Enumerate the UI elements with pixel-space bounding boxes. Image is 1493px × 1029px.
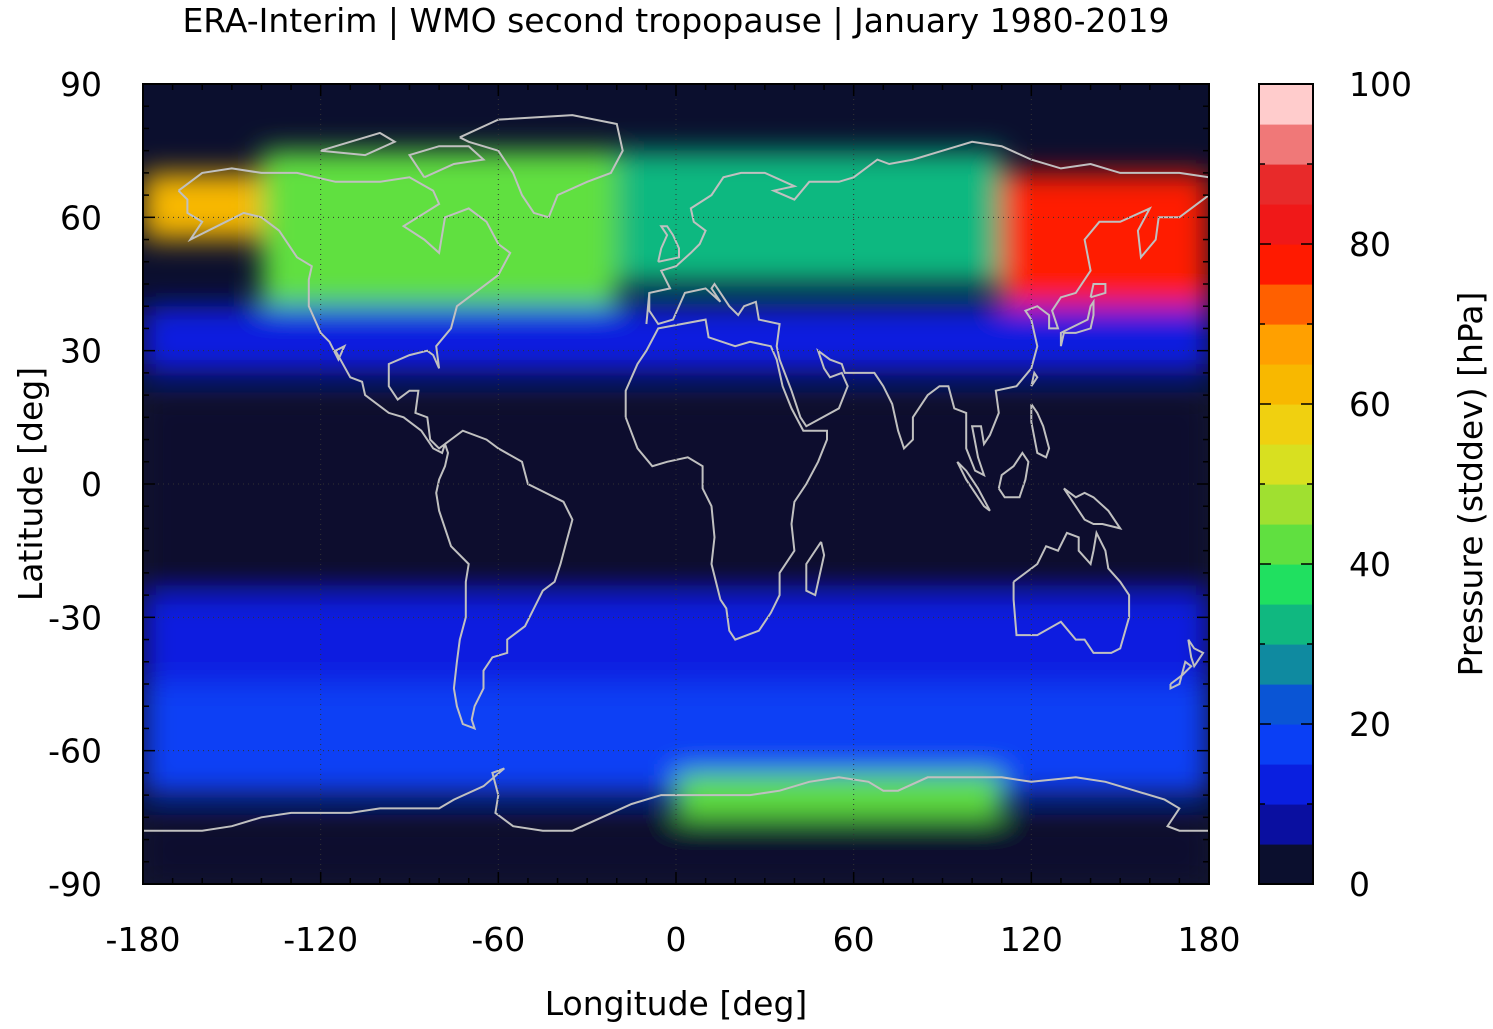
x-tick-label: 60: [833, 920, 875, 959]
plot-area: [143, 84, 1209, 884]
colorbar-swatch: [1259, 564, 1313, 605]
colorbar-tick-label: 0: [1349, 865, 1370, 904]
colorbar-tick-label: 20: [1349, 705, 1391, 744]
colorbar-swatch: [1259, 524, 1313, 565]
coastline-7: [459, 114, 624, 219]
x-tick-label: -180: [106, 920, 181, 959]
coastline-18: [320, 131, 397, 157]
y-tick-label: 90: [60, 65, 102, 104]
colorbar-tick-label: 100: [1349, 65, 1412, 104]
axes: -180 -120 -60 0 60 120 180 90 60 30 0 -30 -60 -90: [48, 65, 1240, 959]
coastline-8: [657, 225, 680, 263]
colorbar-tick-label: 80: [1349, 225, 1391, 264]
y-tick-label: 0: [81, 465, 102, 504]
field-region-5: [143, 395, 1209, 596]
colorbar-swatch: [1259, 244, 1313, 285]
x-tick-label: 180: [1178, 920, 1241, 959]
chart-title: ERA-Interim | WMO second tropopause | Ja…: [182, 1, 1169, 40]
colorbar-swatch: [1259, 124, 1313, 165]
y-tick-label: 30: [60, 332, 102, 371]
x-tick-label: 120: [1000, 920, 1063, 959]
field-region-2: [261, 150, 617, 307]
y-tick-label: -30: [48, 598, 102, 637]
colorbar-tick-label: 60: [1349, 385, 1391, 424]
coastline-0: [177, 167, 512, 455]
coastline-2: [624, 318, 828, 641]
y-tick-label: -60: [48, 732, 102, 771]
colorbar-swatch: [1259, 284, 1313, 325]
coastline-20: [1030, 403, 1051, 459]
colorbar-swatch: [1259, 324, 1313, 365]
coastline-4: [648, 194, 1209, 478]
colorbar-swatch: [1259, 644, 1313, 685]
y-tick-label: -90: [48, 865, 102, 904]
colorbar-label: Pressure (stddev) [hPa]: [1451, 292, 1490, 677]
colorbar-swatch: [1259, 164, 1313, 205]
coastline-19: [1030, 370, 1039, 387]
colorbar-swatch: [1259, 444, 1313, 485]
x-axis-label: Longitude [deg]: [545, 984, 808, 1023]
colorbar-swatch: [1259, 804, 1313, 845]
coastline-6: [143, 767, 1209, 832]
colorbar-swatch: [1259, 604, 1313, 645]
coastline-13: [1063, 487, 1123, 530]
coastline-3: [645, 140, 1209, 325]
x-tick-label: -60: [471, 920, 525, 959]
colorbar-swatch: [1259, 724, 1313, 765]
coastline-12: [997, 451, 1030, 499]
coastline-11: [956, 461, 991, 512]
colorbar-swatch: [1259, 684, 1313, 725]
coastline-14: [1169, 660, 1193, 691]
coastline-15: [1187, 639, 1205, 669]
coastline-10: [1089, 283, 1107, 299]
colorbar-swatch: [1259, 484, 1313, 525]
coastline-17: [407, 145, 486, 179]
field-region-1: [143, 172, 262, 240]
x-tick-label: -120: [283, 920, 358, 959]
coastline-1: [435, 429, 574, 731]
x-tick-label: 0: [666, 920, 687, 959]
colorbar-swatch: [1259, 364, 1313, 405]
colorbar-swatch: [1259, 764, 1313, 805]
grid: [143, 84, 1209, 884]
coastlines: [143, 114, 1209, 832]
colorbar-tick-label: 40: [1349, 545, 1391, 584]
y-axis-label: Latitude [deg]: [11, 367, 50, 601]
coastline-16: [805, 541, 826, 597]
colorbar-swatch: [1259, 404, 1313, 445]
colorbar-swatch: [1259, 84, 1313, 125]
colorbar-swatch: [1259, 844, 1313, 885]
coastline-5: [1012, 529, 1131, 654]
colorbar-swatch: [1259, 204, 1313, 245]
y-tick-label: 60: [60, 198, 102, 237]
colorbar: 100 80 60 40 20 0: [1258, 65, 1412, 904]
coastline-9: [1059, 298, 1095, 347]
